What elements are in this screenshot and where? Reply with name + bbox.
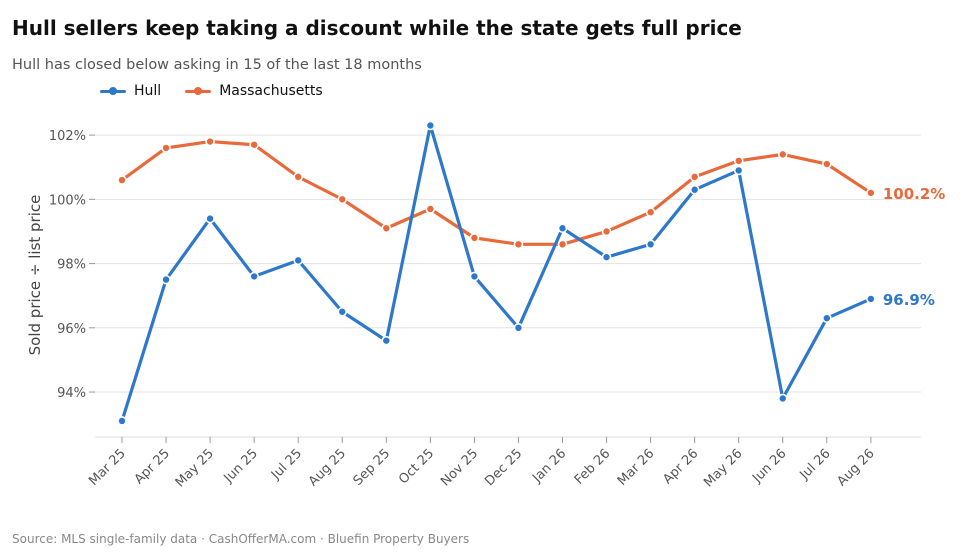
source-note: Source: MLS single-family data · CashOff… [12,532,470,546]
legend-swatch-massachusetts [185,86,212,95]
series-line-massachusetts [120,139,873,246]
data-point-massachusetts [381,223,392,234]
data-point-massachusetts [117,175,127,185]
data-point-massachusetts [866,188,876,198]
x-tick-label: Apr 26 [660,446,701,487]
data-point-hull [645,239,656,250]
legend: Hull Massachusetts [100,83,347,99]
x-tick-label: Mar 26 [615,446,658,489]
x-tick-label: Jan 26 [529,446,569,486]
data-point-hull [689,184,700,195]
data-point-hull [161,274,171,285]
data-point-massachusetts [469,233,480,243]
data-point-massachusetts [645,207,656,217]
data-point-massachusetts [777,149,788,160]
legend-swatch-hull [100,86,126,95]
data-point-massachusetts [557,239,568,250]
data-point-hull [293,255,304,266]
x-tick-label: Jul 26 [797,446,834,483]
data-point-hull [425,120,436,131]
data-point-massachusetts [337,194,348,205]
data-point-massachusetts [513,239,524,250]
x-tick-label: May 25 [173,446,217,490]
x-tick-label: Jun 26 [749,446,789,486]
series-line-hull [120,123,873,423]
data-point-massachusetts [601,226,612,237]
data-point-hull [249,271,259,282]
x-tick-label: Jun 25 [221,446,261,486]
legend-item-massachusetts: Massachusetts [185,83,323,99]
x-tick-label: Aug 25 [306,446,349,489]
end-label-hull: 96.9% [883,291,935,309]
x-tick-label: Apr 25 [132,446,173,487]
x-tick-label: Feb 26 [572,446,614,488]
data-point-hull [733,165,744,176]
data-point-hull [205,213,215,224]
end-label-massachusetts: 100.2% [883,185,945,203]
x-tick-label: Nov 25 [438,446,481,489]
chart-subtitle: Hull has closed below asking in 15 of th… [12,57,422,73]
data-point-massachusetts [249,139,259,150]
y-tick-label: 94% [57,386,86,401]
data-point-massachusetts [425,204,436,214]
y-axis-label: Sold price ÷ list price [26,195,44,356]
legend-label-hull: Hull [134,83,162,99]
data-point-hull [557,223,568,234]
chart-title: Hull sellers keep taking a discount whil… [12,16,742,40]
data-point-hull [117,416,127,426]
data-point-hull [337,306,348,317]
y-tick-label: 98% [57,258,86,273]
x-tick-label: Mar 25 [86,446,129,489]
data-point-massachusetts [205,136,215,147]
x-tick-label: May 26 [701,446,745,490]
data-point-massachusetts [689,172,700,182]
data-point-massachusetts [821,159,832,169]
x-tick-label: Dec 25 [482,446,525,489]
data-point-massachusetts [733,156,744,166]
data-point-hull [866,294,876,304]
data-point-hull [469,271,480,282]
y-tick-label: 102% [49,129,86,144]
legend-label-massachusetts: Massachusetts [219,83,323,99]
data-point-massachusetts [293,172,304,182]
data-point-massachusetts [161,143,171,153]
legend-item-hull: Hull [100,83,161,99]
x-tick-label: Oct 25 [396,446,437,487]
data-point-hull [513,323,524,333]
data-point-hull [777,393,788,404]
x-tick-label: Jul 25 [268,446,305,483]
y-tick-label: 96% [57,322,86,337]
data-point-hull [601,252,612,262]
data-point-hull [381,335,392,346]
y-tick-label: 100% [49,193,86,208]
data-point-hull [821,313,832,323]
x-tick-label: Aug 26 [835,446,878,489]
x-tick-label: Sep 25 [351,446,394,489]
